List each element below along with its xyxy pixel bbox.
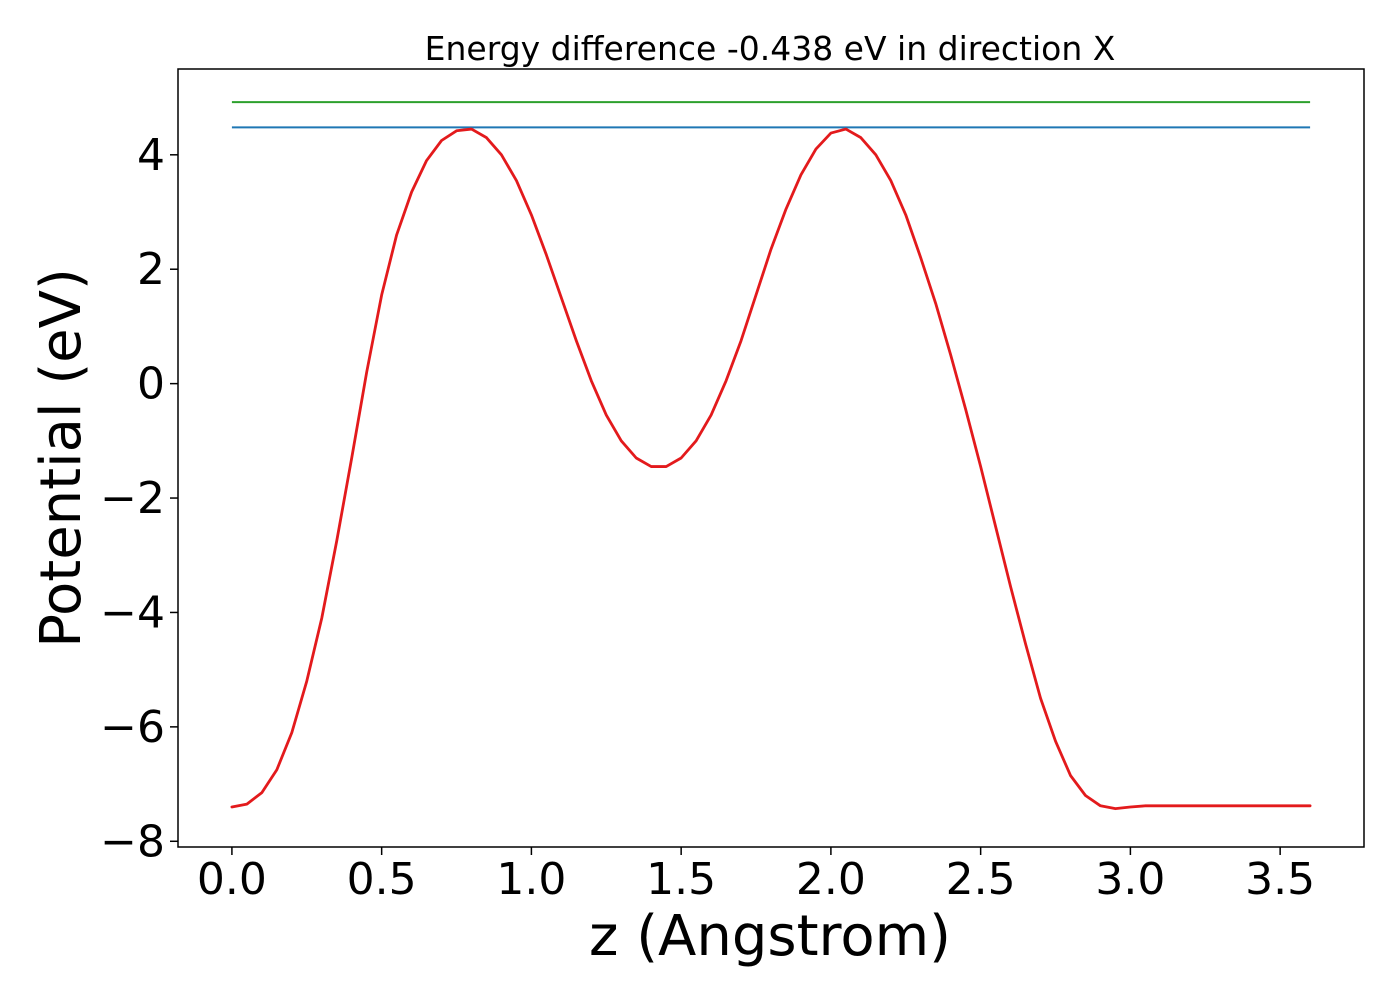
- x-tick-label: 3.0: [1095, 854, 1165, 905]
- y-tick-label: −2: [100, 473, 165, 524]
- x-tick-label: 0.5: [347, 854, 417, 905]
- y-tick-label: −6: [100, 702, 165, 753]
- series-layer: [230, 127, 1312, 811]
- x-axis-label: z (Angstrom): [589, 904, 951, 969]
- y-tick-label: 2: [137, 244, 165, 295]
- y-tick-label: 0: [137, 359, 165, 410]
- y-tick-label: −4: [100, 587, 165, 638]
- reference-lines: [231, 101, 1311, 129]
- y-axis-ticks: −8 −6 −4 −2 0 2 4: [100, 130, 178, 867]
- x-tick-label: 2.5: [946, 854, 1016, 905]
- x-tick-label: 0.0: [197, 854, 267, 905]
- x-tick-label: 3.5: [1245, 854, 1315, 905]
- x-axis-ticks: 0.0 0.5 1.0 1.5 2.0 2.5 3.0 3.5: [197, 847, 1315, 905]
- series-line-0: [230, 127, 1312, 811]
- x-tick-label: 1.0: [496, 854, 566, 905]
- x-tick-label: 2.0: [796, 854, 866, 905]
- y-tick-label: 4: [137, 130, 165, 181]
- plot-area-frame: [177, 68, 1365, 848]
- y-tick-label: −8: [100, 816, 165, 867]
- y-axis-label: Potential (eV): [29, 268, 94, 648]
- chart-title: Energy difference -0.438 eV in direction…: [425, 29, 1116, 68]
- x-tick-label: 1.5: [646, 854, 716, 905]
